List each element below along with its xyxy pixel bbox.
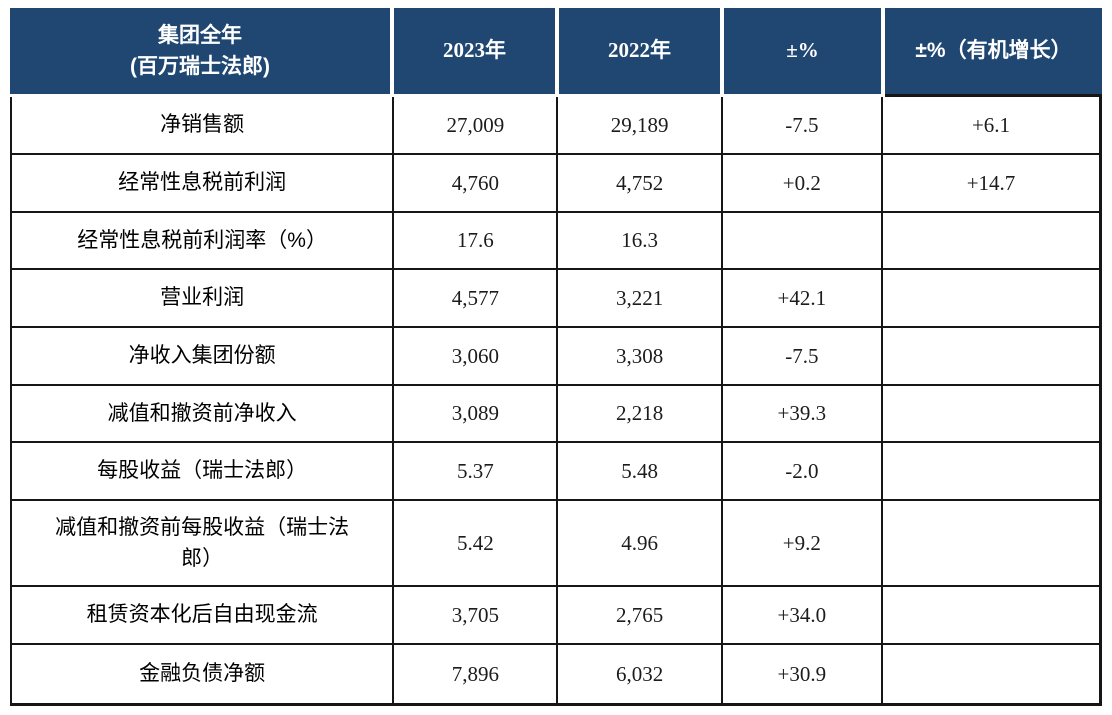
header-organic-pct-label: ±%（有机增长） [915,39,1072,63]
value-2022: 2,218 [558,386,723,443]
pct-change: -7.5 [722,97,883,155]
header-group-title-line1: 集团全年 [158,23,242,47]
value-2022: 4,752 [558,155,723,213]
organic-change [882,328,1099,386]
value-2023: 27,009 [394,97,559,155]
organic-change [882,386,1099,443]
value-2022: 4.96 [558,501,723,587]
pct-change: +0.2 [722,155,883,213]
pct-change: +42.1 [722,270,883,328]
header-group-title-cell: 集团全年 (百万瑞士法郎) [10,8,394,97]
value-2022: 29,189 [558,97,723,155]
row-label: 减值和撤资前每股收益（瑞士法郎） [12,501,395,587]
value-2022: 6,032 [558,645,723,703]
financial-results-table: 集团全年 (百万瑞士法郎) 2023年 2022年 ±% ±%（有机增长） 净销… [10,8,1102,706]
value-2023: 5.37 [394,443,559,501]
header-pct-cell: ±% [724,8,885,97]
organic-change [882,443,1099,501]
row-label: 租赁资本化后自由现金流 [12,587,395,645]
value-2023: 3,705 [394,587,559,645]
value-2022: 5.48 [558,443,723,501]
organic-change: +14.7 [882,155,1099,213]
pct-change: -2.0 [722,443,883,501]
header-2023-label: 2023年 [443,38,506,63]
header-organic-pct-cell: ±%（有机增长） [885,8,1102,97]
row-label: 净收入集团份额 [12,328,395,386]
value-2023: 3,089 [394,386,559,443]
header-group-title-line2: (百万瑞士法郎) [130,55,270,78]
organic-change [882,645,1099,703]
pct-change: +9.2 [722,501,883,587]
value-2023: 7,896 [394,645,559,703]
row-label: 每股收益（瑞士法郎） [12,443,395,501]
value-2023: 17.6 [394,213,559,270]
organic-change [882,501,1099,587]
row-label: 净销售额 [12,97,395,155]
value-2023: 4,760 [394,155,559,213]
header-2023-cell: 2023年 [394,8,559,97]
value-2023: 5.42 [394,501,559,587]
organic-change [882,213,1099,270]
value-2023: 3,060 [394,328,559,386]
header-2022-cell: 2022年 [559,8,724,97]
value-2022: 3,221 [558,270,723,328]
value-2022: 16.3 [558,213,723,270]
pct-change: +39.3 [722,386,883,443]
value-2023: 4,577 [394,270,559,328]
pct-change: +30.9 [722,645,883,703]
table-body: 净销售额 27,009 29,189 -7.5 +6.1 经常性息税前利润 4,… [10,97,1102,706]
header-2022-label: 2022年 [608,38,671,63]
row-label: 减值和撤资前净收入 [12,386,395,443]
pct-change: -7.5 [722,328,883,386]
pct-change [722,213,883,270]
value-2022: 2,765 [558,587,723,645]
table-header-row: 集团全年 (百万瑞士法郎) 2023年 2022年 ±% ±%（有机增长） [10,8,1102,97]
header-pct-label: ±% [786,38,819,63]
row-label: 金融负债净额 [12,645,395,703]
organic-change: +6.1 [882,97,1099,155]
organic-change [882,587,1099,645]
row-label: 经常性息税前利润率（%） [12,213,395,270]
value-2022: 3,308 [558,328,723,386]
organic-change [882,270,1099,328]
pct-change: +34.0 [722,587,883,645]
row-label: 营业利润 [12,270,395,328]
row-label: 经常性息税前利润 [12,155,395,213]
